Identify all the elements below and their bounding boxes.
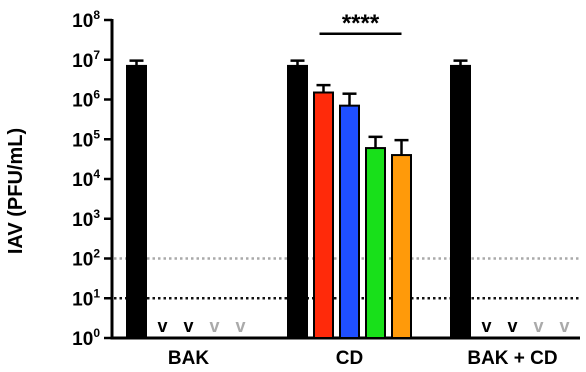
y-tick-base: 10: [72, 289, 93, 310]
y-tick-exponent: 0: [93, 326, 100, 340]
y-tick-exponent: 7: [93, 48, 100, 62]
y-tick-exponent: 4: [93, 167, 100, 181]
y-tick-base: 10: [72, 51, 93, 72]
y-tick-label: 100: [72, 326, 100, 350]
y-tick-exponent: 3: [93, 207, 100, 221]
bar: [391, 154, 412, 339]
y-tick-exponent: 2: [93, 247, 100, 261]
below-detection-mark: v: [209, 316, 219, 336]
y-tick-label: 103: [72, 207, 100, 231]
bar: [450, 64, 471, 340]
y-tick-exponent: 1: [93, 286, 100, 300]
bar: [339, 104, 360, 340]
group-label: BAK + CD: [467, 348, 557, 369]
y-tick-base: 10: [72, 329, 93, 350]
group-label: CD: [336, 348, 363, 369]
y-tick-label: 107: [72, 48, 100, 72]
y-tick-label: 104: [72, 167, 100, 191]
bar: [287, 64, 308, 340]
y-tick-base: 10: [72, 130, 93, 151]
y-tick-base: 10: [72, 210, 93, 231]
below-detection-mark: v: [559, 316, 569, 336]
significance-annotation: ****: [319, 10, 402, 37]
bar: [126, 64, 147, 340]
bar: [365, 147, 386, 339]
y-tick-label: 102: [72, 247, 100, 271]
y-tick-label: 101: [72, 286, 100, 310]
y-tick-base: 10: [72, 11, 93, 32]
y-tick-base: 10: [72, 250, 93, 271]
below-detection-mark: v: [481, 316, 491, 336]
below-detection-mark: v: [157, 316, 167, 336]
below-detection-mark: v: [183, 316, 193, 336]
y-tick-exponent: 5: [93, 127, 100, 141]
below-detection-mark: v: [533, 316, 543, 336]
group-label: BAK: [168, 348, 209, 369]
y-tick-label: 105: [72, 127, 100, 151]
y-tick-exponent: 6: [93, 88, 100, 102]
y-tick-label: 106: [72, 88, 100, 112]
y-axis-title: IAV (PFU/mL): [5, 128, 27, 254]
significance-label: ****: [342, 10, 380, 37]
group-labels: BAK CD BAK + CD: [168, 348, 558, 369]
below-detection-mark: v: [507, 316, 517, 336]
y-tick-exponent: 8: [93, 8, 100, 22]
y-tick-label: 108: [72, 8, 100, 32]
y-tick-base: 10: [72, 91, 93, 112]
y-tick-base: 10: [72, 170, 93, 191]
below-detection-mark: v: [235, 316, 245, 336]
bar: [313, 91, 334, 340]
